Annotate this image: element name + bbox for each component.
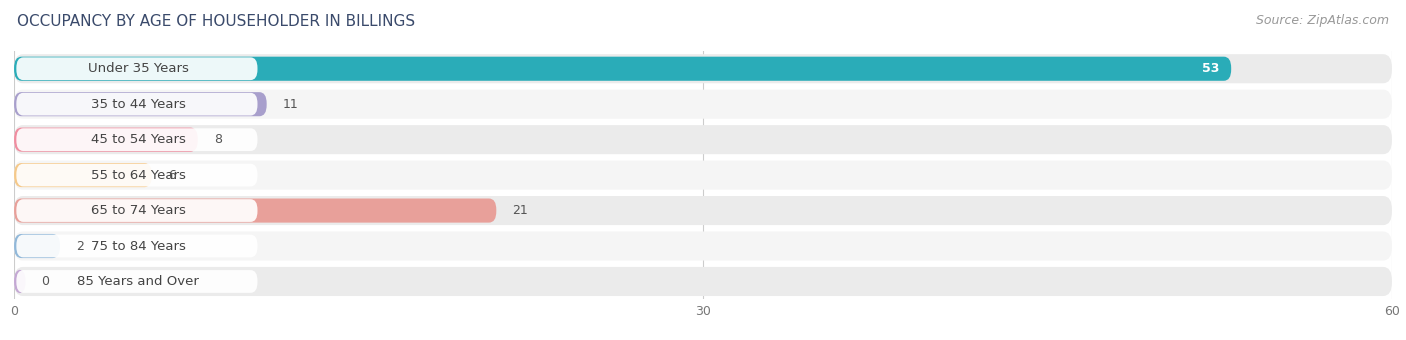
FancyBboxPatch shape xyxy=(14,163,152,187)
Text: 8: 8 xyxy=(214,133,222,146)
FancyBboxPatch shape xyxy=(17,57,257,80)
FancyBboxPatch shape xyxy=(17,164,257,186)
FancyBboxPatch shape xyxy=(14,267,1392,296)
Text: 11: 11 xyxy=(283,98,298,111)
Text: 45 to 54 Years: 45 to 54 Years xyxy=(90,133,186,146)
FancyBboxPatch shape xyxy=(17,93,257,116)
FancyBboxPatch shape xyxy=(14,128,198,152)
Text: 55 to 64 Years: 55 to 64 Years xyxy=(90,169,186,182)
Text: 6: 6 xyxy=(167,169,176,182)
FancyBboxPatch shape xyxy=(14,234,60,258)
Text: 21: 21 xyxy=(512,204,529,217)
FancyBboxPatch shape xyxy=(17,270,257,293)
FancyBboxPatch shape xyxy=(14,57,1232,81)
Text: 85 Years and Over: 85 Years and Over xyxy=(77,275,200,288)
FancyBboxPatch shape xyxy=(14,269,25,293)
Text: 75 to 84 Years: 75 to 84 Years xyxy=(90,239,186,253)
FancyBboxPatch shape xyxy=(17,199,257,222)
Text: 53: 53 xyxy=(1202,62,1220,75)
Text: OCCUPANCY BY AGE OF HOUSEHOLDER IN BILLINGS: OCCUPANCY BY AGE OF HOUSEHOLDER IN BILLI… xyxy=(17,14,415,29)
FancyBboxPatch shape xyxy=(14,199,496,223)
FancyBboxPatch shape xyxy=(17,235,257,257)
FancyBboxPatch shape xyxy=(14,92,267,116)
Text: 35 to 44 Years: 35 to 44 Years xyxy=(90,98,186,111)
Text: 65 to 74 Years: 65 to 74 Years xyxy=(90,204,186,217)
FancyBboxPatch shape xyxy=(17,128,257,151)
Text: Under 35 Years: Under 35 Years xyxy=(87,62,188,75)
FancyBboxPatch shape xyxy=(14,232,1392,260)
FancyBboxPatch shape xyxy=(14,54,1392,83)
FancyBboxPatch shape xyxy=(14,196,1392,225)
FancyBboxPatch shape xyxy=(14,125,1392,154)
FancyBboxPatch shape xyxy=(14,90,1392,119)
Text: Source: ZipAtlas.com: Source: ZipAtlas.com xyxy=(1256,14,1389,27)
FancyBboxPatch shape xyxy=(14,160,1392,190)
Text: 0: 0 xyxy=(42,275,49,288)
Text: 2: 2 xyxy=(76,239,84,253)
